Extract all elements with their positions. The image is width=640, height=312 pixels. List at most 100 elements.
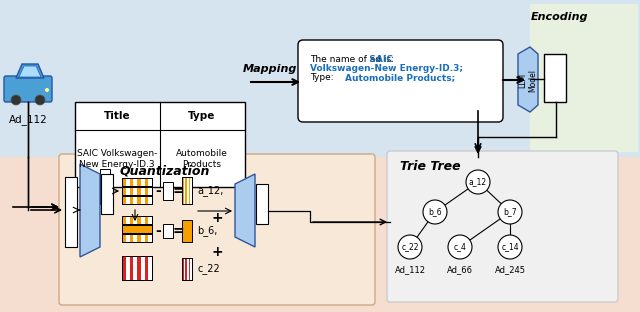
Bar xyxy=(145,187,148,195)
Circle shape xyxy=(423,200,447,224)
Text: +: + xyxy=(211,245,223,259)
Bar xyxy=(137,178,141,186)
Bar xyxy=(145,234,148,242)
Text: Ad_66: Ad_66 xyxy=(447,265,473,274)
Text: SAIC Volkswagen-
New Energy-ID.3: SAIC Volkswagen- New Energy-ID.3 xyxy=(77,149,157,169)
Text: The name of ad is:: The name of ad is: xyxy=(310,55,397,64)
Text: Ad_245: Ad_245 xyxy=(495,265,525,274)
Text: c_4: c_4 xyxy=(454,242,467,251)
FancyBboxPatch shape xyxy=(0,0,640,157)
Bar xyxy=(100,169,110,204)
Circle shape xyxy=(398,235,422,259)
Bar xyxy=(182,220,192,242)
Bar xyxy=(122,256,152,280)
FancyBboxPatch shape xyxy=(75,102,245,187)
Bar xyxy=(137,196,141,204)
Bar xyxy=(145,256,148,280)
Bar xyxy=(163,224,173,238)
Bar xyxy=(129,225,133,233)
Bar xyxy=(182,177,192,204)
Circle shape xyxy=(45,88,49,92)
FancyBboxPatch shape xyxy=(59,154,375,305)
Bar xyxy=(189,258,190,280)
Bar xyxy=(137,256,141,280)
Bar xyxy=(256,184,268,224)
Bar xyxy=(122,256,152,280)
Circle shape xyxy=(498,200,522,224)
Text: Title: Title xyxy=(104,111,131,121)
Polygon shape xyxy=(518,47,538,112)
FancyBboxPatch shape xyxy=(4,76,52,102)
FancyBboxPatch shape xyxy=(530,4,638,152)
FancyBboxPatch shape xyxy=(0,157,640,312)
Bar xyxy=(186,258,187,280)
Text: Mapping: Mapping xyxy=(243,64,297,74)
Circle shape xyxy=(35,95,45,105)
Text: Type:: Type: xyxy=(310,73,337,82)
Text: b_7: b_7 xyxy=(503,207,517,217)
Bar xyxy=(122,216,152,224)
Circle shape xyxy=(11,95,21,105)
Bar xyxy=(182,258,192,280)
Text: +: + xyxy=(211,211,223,225)
Text: SAIC: SAIC xyxy=(310,55,393,64)
Text: Encoding: Encoding xyxy=(531,12,589,22)
Bar xyxy=(137,225,141,233)
Bar xyxy=(122,234,125,242)
Polygon shape xyxy=(16,64,44,78)
FancyBboxPatch shape xyxy=(298,40,503,122)
FancyBboxPatch shape xyxy=(387,151,618,302)
Bar xyxy=(129,187,133,195)
Bar xyxy=(122,187,152,195)
Text: c_14: c_14 xyxy=(501,242,519,251)
Text: Trie Tree: Trie Tree xyxy=(400,160,460,173)
Text: Automobile
Products: Automobile Products xyxy=(176,149,228,169)
Bar xyxy=(122,225,152,233)
Bar xyxy=(129,178,133,186)
Bar xyxy=(145,225,148,233)
Bar xyxy=(182,177,192,204)
Bar xyxy=(122,196,152,204)
Text: Quantization: Quantization xyxy=(120,164,211,177)
Circle shape xyxy=(448,235,472,259)
Bar xyxy=(122,225,152,233)
Bar xyxy=(122,187,125,195)
Bar xyxy=(129,196,133,204)
Bar xyxy=(137,234,141,242)
Polygon shape xyxy=(80,164,100,257)
Bar xyxy=(122,178,152,186)
Text: Ad_112: Ad_112 xyxy=(8,114,47,125)
Text: a_12,: a_12, xyxy=(197,186,223,197)
Bar xyxy=(182,177,184,204)
Text: Automobile Products;: Automobile Products; xyxy=(345,73,455,82)
Polygon shape xyxy=(19,66,41,77)
Bar xyxy=(65,177,77,247)
Text: Volkswagen-New Energy-ID.3;: Volkswagen-New Energy-ID.3; xyxy=(310,64,463,73)
Bar xyxy=(122,178,125,186)
Text: b_6,: b_6, xyxy=(197,226,218,236)
Bar xyxy=(189,177,190,204)
Text: b_6: b_6 xyxy=(428,207,442,217)
Bar xyxy=(122,196,152,204)
FancyBboxPatch shape xyxy=(544,54,566,102)
Circle shape xyxy=(498,235,522,259)
Bar xyxy=(122,216,152,224)
Bar xyxy=(122,216,125,224)
Text: LLM
Model: LLM Model xyxy=(518,69,538,91)
Bar xyxy=(129,256,133,280)
Bar xyxy=(122,225,125,233)
Text: c_22: c_22 xyxy=(197,264,220,275)
Text: Ad_112: Ad_112 xyxy=(394,265,426,274)
Bar xyxy=(145,178,148,186)
Bar xyxy=(182,258,184,280)
Bar xyxy=(186,177,187,204)
Bar xyxy=(145,216,148,224)
Bar xyxy=(122,256,125,280)
Bar xyxy=(163,182,173,200)
Polygon shape xyxy=(235,174,255,247)
Text: c_22: c_22 xyxy=(401,242,419,251)
Circle shape xyxy=(466,170,490,194)
Bar xyxy=(122,196,125,204)
Text: -: - xyxy=(155,224,161,238)
Bar xyxy=(122,178,152,186)
